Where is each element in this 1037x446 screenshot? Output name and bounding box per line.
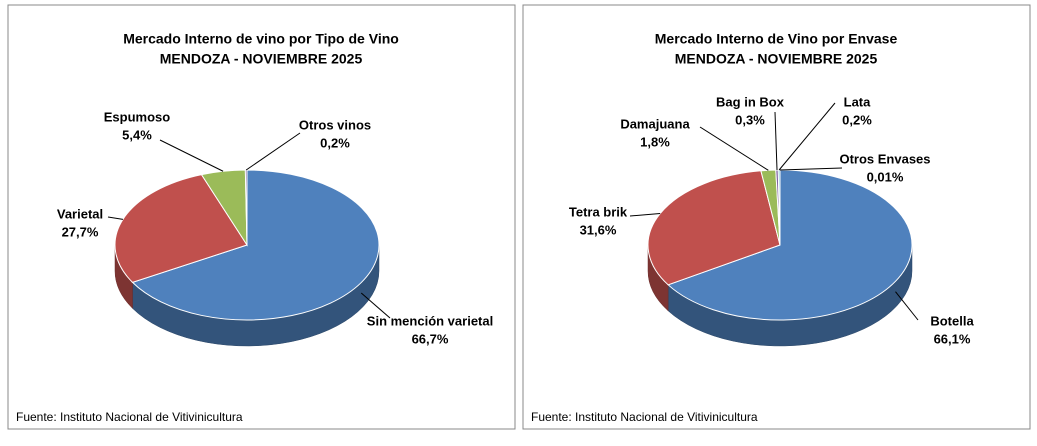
source-note: Fuente: Instituto Nacional de Vitivinicu…	[531, 410, 758, 424]
source-note: Fuente: Instituto Nacional de Vitivinicu…	[16, 410, 243, 424]
value-label: 66,1%	[934, 331, 971, 346]
slice-label: Lata	[844, 94, 872, 109]
chart-subtitle: MENDOZA - NOVIEMBRE 2025	[675, 51, 878, 67]
slice-label: Otros Envases	[839, 151, 930, 166]
chart-title: Mercado Interno de vino por Tipo de Vino	[123, 31, 399, 47]
chart-subtitle: MENDOZA - NOVIEMBRE 2025	[160, 51, 363, 67]
value-label: 0,01%	[867, 169, 904, 184]
value-label: 1,8%	[640, 134, 670, 149]
slice-label: Sin mención varietal	[367, 313, 493, 328]
slice-label: Tetra brik	[569, 204, 628, 219]
value-label: 31,6%	[580, 222, 617, 237]
slice-label: Bag in Box	[716, 94, 785, 109]
value-label: 5,4%	[122, 127, 152, 142]
slice-label: Damajuana	[620, 116, 690, 131]
value-label: 66,7%	[412, 331, 449, 346]
value-label: 0,2%	[320, 135, 350, 150]
slice-label: Espumoso	[104, 109, 171, 124]
chart-title: Mercado Interno de Vino por Envase	[655, 31, 898, 47]
slice-label: Varietal	[57, 206, 103, 221]
slice-label: Botella	[930, 313, 974, 328]
value-label: 0,3%	[735, 112, 765, 127]
value-label: 27,7%	[62, 224, 99, 239]
slice-label: Otros vinos	[299, 117, 371, 132]
value-label: 0,2%	[842, 112, 872, 127]
